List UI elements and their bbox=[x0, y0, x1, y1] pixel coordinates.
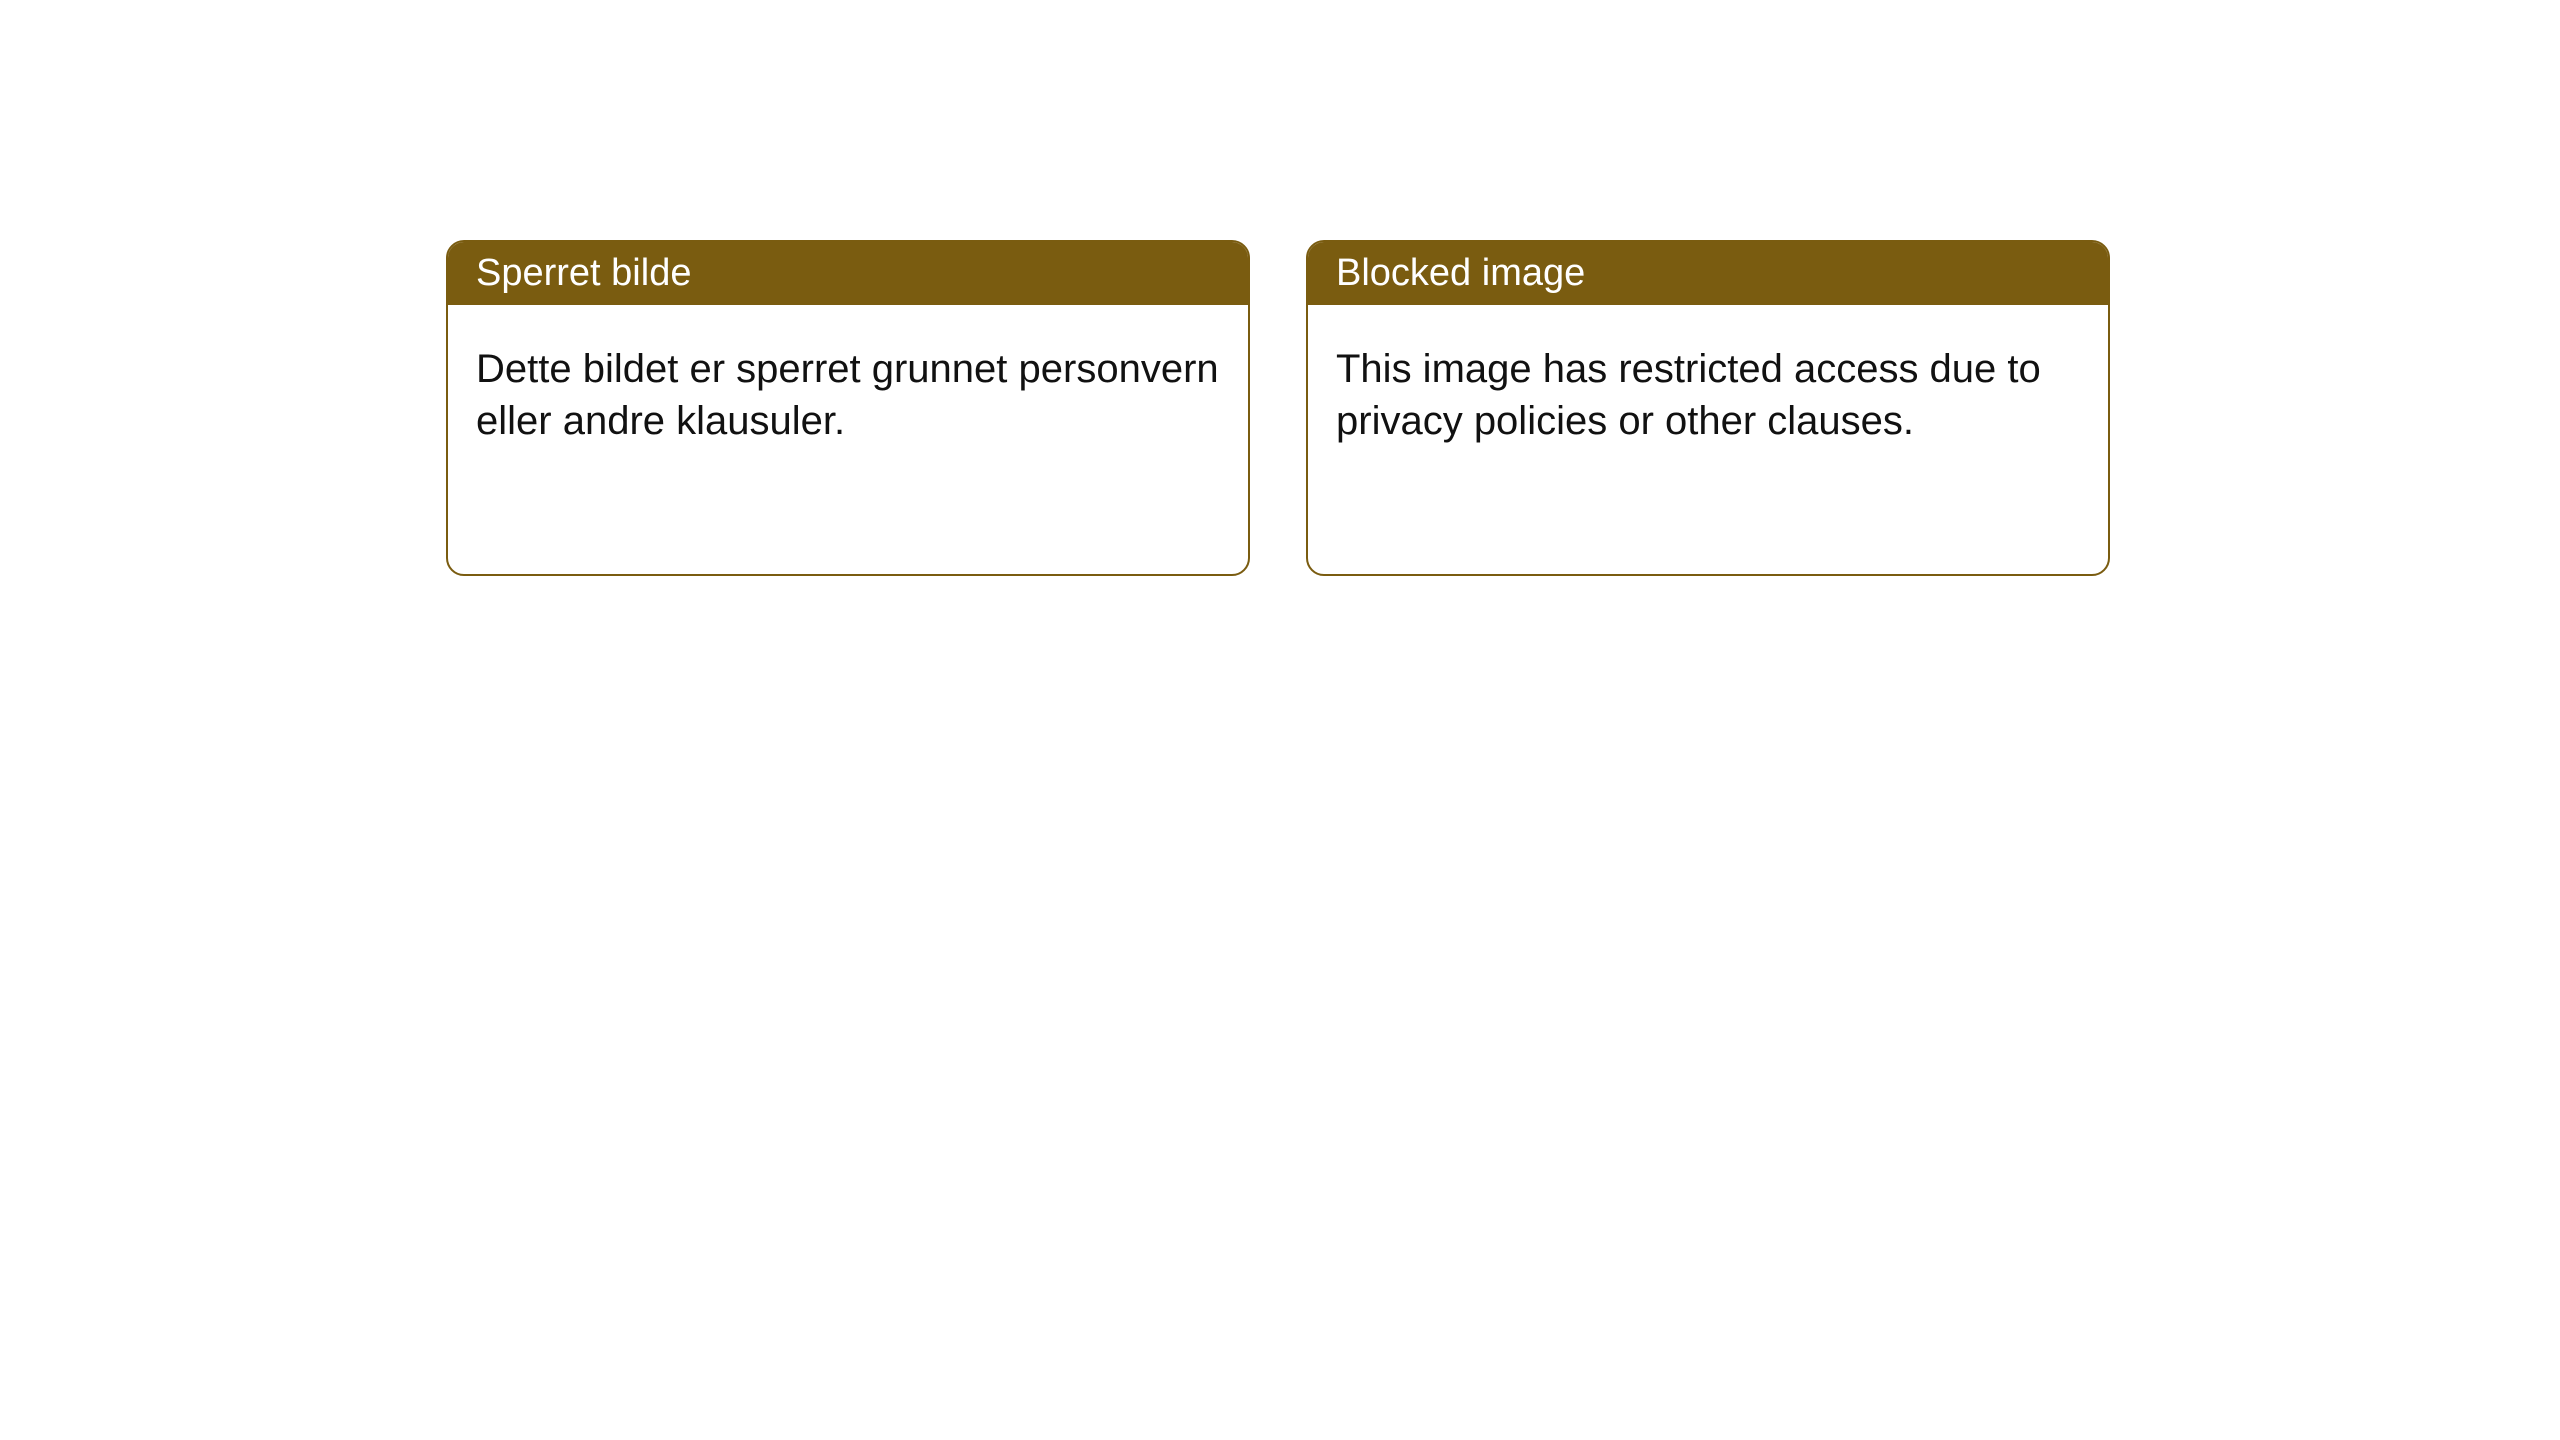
notice-card-body-text: This image has restricted access due to … bbox=[1336, 347, 2041, 443]
notice-card-body: Dette bildet er sperret grunnet personve… bbox=[448, 305, 1248, 485]
notice-card-header: Blocked image bbox=[1308, 242, 2108, 305]
notice-card-title: Blocked image bbox=[1336, 252, 1585, 294]
notice-card-body-text: Dette bildet er sperret grunnet personve… bbox=[476, 347, 1219, 443]
notice-card-body: This image has restricted access due to … bbox=[1308, 305, 2108, 485]
notice-card-title: Sperret bilde bbox=[476, 252, 691, 294]
notice-card-header: Sperret bilde bbox=[448, 242, 1248, 305]
notice-cards-container: Sperret bilde Dette bildet er sperret gr… bbox=[0, 0, 2560, 576]
notice-card-english: Blocked image This image has restricted … bbox=[1306, 240, 2110, 576]
notice-card-norwegian: Sperret bilde Dette bildet er sperret gr… bbox=[446, 240, 1250, 576]
